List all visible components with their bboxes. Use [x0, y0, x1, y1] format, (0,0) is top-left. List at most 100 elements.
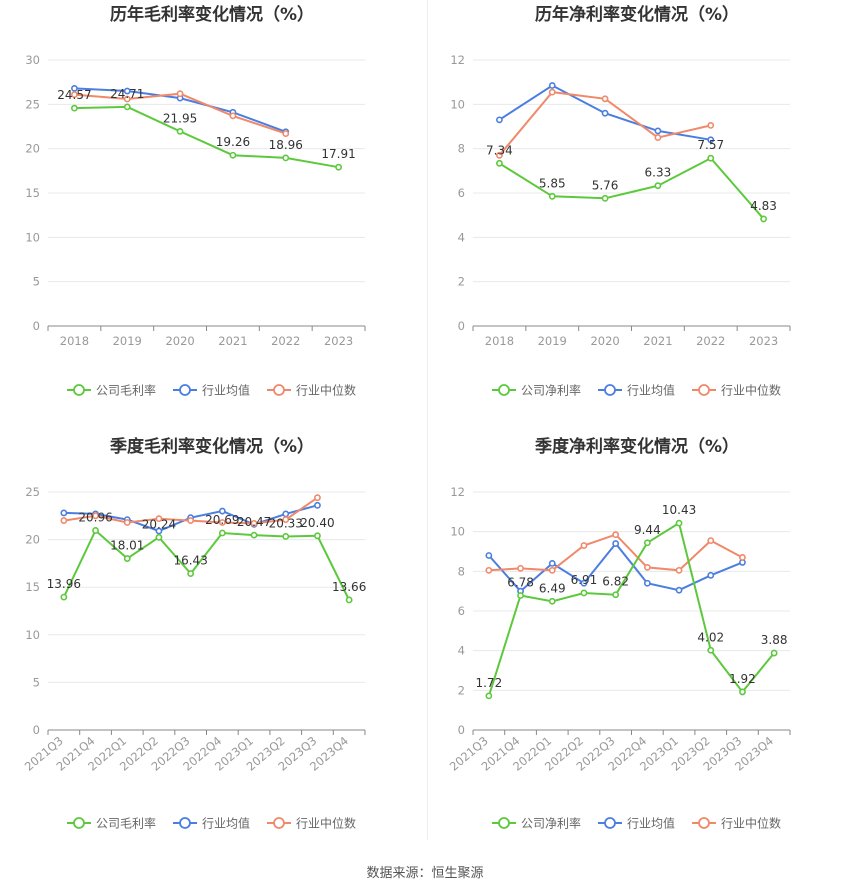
legend-label: 公司毛利率 [96, 816, 156, 831]
legend-label: 行业中位数 [296, 383, 356, 398]
series-industry-median-point [176, 90, 184, 98]
series-company-point [485, 692, 493, 700]
data-label: 6.78 [507, 576, 534, 590]
data-label: 6.33 [645, 166, 672, 180]
legend-marker-icon [73, 384, 85, 396]
series-industry-median-point [485, 566, 493, 574]
series-industry-median-point [496, 151, 503, 159]
legend-label: 行业均值 [202, 816, 250, 831]
y-tick-label: 8 [458, 564, 465, 578]
data-label: 17.91 [321, 147, 355, 161]
chart-title: 历年净利率变化情况（%） [535, 4, 739, 25]
x-tick-label: 2020 [165, 334, 194, 348]
series-industry-avg-point [643, 579, 651, 587]
legend-label: 行业均值 [202, 383, 250, 398]
series-company-point [707, 154, 715, 162]
data-label: 4.83 [750, 199, 777, 213]
data-label: 20.40 [300, 516, 334, 530]
y-tick-label: 25 [25, 485, 40, 499]
data-label: 20.96 [78, 510, 112, 524]
series-industry-avg-point [548, 82, 556, 89]
legend-label: 行业均值 [627, 383, 675, 398]
data-label: 13.66 [332, 580, 366, 594]
x-tick-label: 2019 [113, 334, 142, 348]
x-tick-label: 2022 [696, 334, 725, 348]
series-industry-median-point [580, 542, 588, 549]
series-company-point [282, 154, 290, 162]
legend-label: 公司毛利率 [96, 383, 156, 398]
data-label: 6.49 [539, 581, 566, 595]
y-tick-label: 10 [25, 628, 40, 642]
x-tick-label: 2022 [271, 334, 300, 348]
series-industry-avg-point [707, 571, 715, 579]
series-industry-median-point [675, 566, 683, 574]
series-company-point [548, 597, 556, 605]
y-tick-label: 25 [25, 97, 40, 111]
data-label: 19.26 [216, 135, 250, 149]
series-industry-median-point [71, 91, 78, 98]
y-tick-label: 0 [458, 319, 465, 333]
series-company-line [498, 156, 765, 220]
series-company-line [487, 521, 775, 697]
series-company-point [548, 192, 556, 200]
y-tick-label: 4 [458, 230, 465, 244]
series-industry-median-point [282, 516, 290, 524]
series-industry-avg-point [155, 527, 163, 535]
series-company-point [580, 589, 588, 597]
chart-quarterly-gross-margin: 季度毛利率变化情况（%）05101520252021Q32021Q42022Q1… [22, 436, 367, 831]
series-industry-median-point [739, 554, 746, 561]
y-tick-label: 5 [33, 675, 40, 689]
series-industry-median-point [548, 566, 556, 574]
x-tick-label: 2018 [485, 334, 514, 348]
series-company-point [770, 649, 778, 657]
series-industry-median-point [123, 519, 131, 526]
legend-marker-icon [698, 817, 710, 829]
series-industry-median-line [488, 533, 743, 572]
y-tick-label: 0 [33, 319, 40, 333]
data-label: 24.71 [110, 87, 144, 101]
legend-marker-icon [273, 817, 285, 829]
series-company-point [654, 182, 662, 190]
data-label: 1.72 [475, 676, 502, 690]
data-label: 5.76 [592, 178, 619, 192]
series-industry-median-point [548, 88, 556, 96]
y-tick-label: 12 [450, 53, 465, 67]
series-industry-median-point [707, 537, 715, 544]
series-industry-avg-point [218, 507, 226, 515]
legend-label: 行业中位数 [296, 816, 356, 831]
y-tick-label: 0 [458, 723, 465, 737]
series-company-point [335, 163, 342, 171]
series-company-point [739, 688, 746, 696]
series-company-point [675, 519, 683, 527]
series-industry-median-point [123, 95, 131, 103]
series-company-point [707, 646, 715, 654]
y-tick-label: 4 [458, 644, 465, 658]
legend-label: 行业中位数 [721, 816, 781, 831]
series-industry-median-point [654, 134, 662, 141]
series-industry-median-point [92, 512, 99, 520]
legend-marker-icon [498, 817, 510, 829]
y-tick-label: 6 [458, 186, 465, 200]
series-company-point [496, 159, 503, 167]
legend-marker-icon [604, 817, 616, 829]
series-industry-avg-point [548, 559, 556, 567]
series-industry-median-point [612, 531, 620, 539]
data-source-note: 数据来源：恒生聚源 [366, 866, 484, 881]
series-industry-avg-point [314, 501, 321, 509]
series-company-point [643, 539, 651, 547]
data-label: 10.43 [662, 503, 696, 517]
series-industry-median-point [707, 121, 715, 129]
series-company-point [218, 529, 226, 537]
series-industry-median-point [517, 564, 524, 572]
y-tick-label: 8 [458, 142, 465, 156]
series-industry-avg-point [654, 127, 662, 135]
data-label: 13.96 [47, 577, 81, 591]
data-label: 16.43 [173, 554, 207, 568]
y-tick-label: 2 [458, 275, 465, 289]
series-industry-avg-point [580, 579, 588, 587]
legend-label: 公司净利率 [521, 383, 581, 398]
series-industry-median-point [601, 95, 609, 103]
y-tick-label: 15 [25, 186, 40, 200]
y-tick-label: 10 [25, 230, 40, 244]
series-company-point [517, 592, 524, 599]
